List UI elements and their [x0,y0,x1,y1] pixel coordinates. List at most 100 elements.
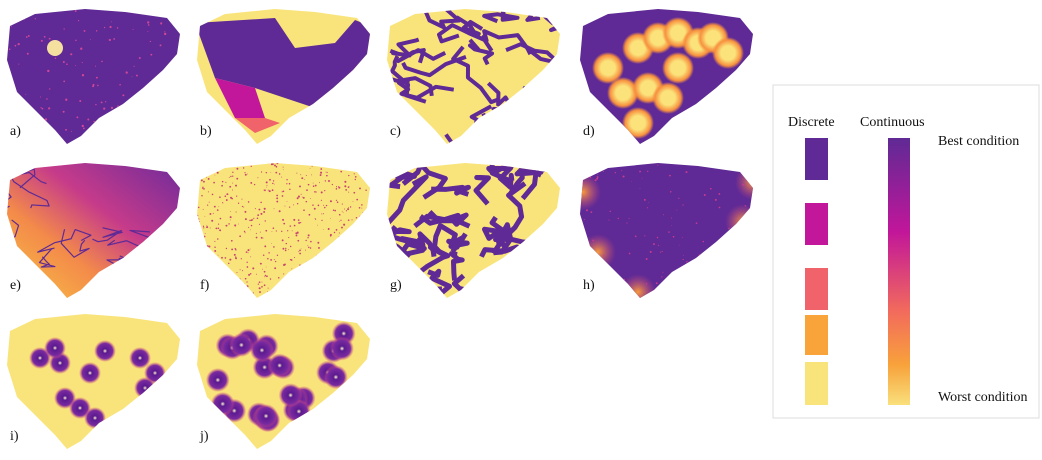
speck [315,218,316,219]
speck [740,230,742,232]
speck [207,204,208,205]
speck [113,140,115,142]
speck [618,218,619,219]
speck [722,282,724,284]
speck [342,281,343,282]
speck [369,297,371,299]
speck [276,195,278,197]
speck [683,255,684,256]
speck [359,242,361,244]
speck [623,279,625,281]
speck [209,202,210,203]
speck [583,182,584,183]
speck [671,217,672,218]
speck [225,296,226,297]
speck [311,174,312,175]
speck [294,277,295,278]
figure: a)b)c)d)e)f)g)h)i)j) Discrete Continuous… [0,0,1042,460]
speck [229,177,230,178]
speck [266,187,267,188]
speck [300,222,301,223]
speck [327,261,328,262]
speck [242,270,243,271]
speck [671,225,672,226]
speck [268,252,269,253]
speck [266,275,268,277]
speck [61,8,62,9]
speck [363,260,365,262]
speck [330,218,331,219]
speck [214,275,215,276]
speck [610,211,611,212]
legend-label: Best condition [938,134,1019,149]
speck [303,163,305,165]
speck [291,268,292,269]
speck [290,246,291,247]
speck [220,279,221,280]
speck [358,227,360,229]
speck [258,283,259,284]
speck [678,198,679,199]
speck [117,105,119,107]
speck [27,53,29,55]
speck [259,287,261,289]
map [565,161,771,310]
speck [315,185,317,187]
speck [26,17,27,18]
speck [316,268,317,269]
speck [224,275,226,277]
speck [262,282,263,283]
speck [263,238,264,239]
speck [351,288,353,290]
speck [372,192,374,194]
speck [278,277,280,279]
speck [41,40,43,42]
speck [166,126,167,127]
speck [297,233,298,234]
speck [299,264,300,265]
speck [245,174,247,176]
speck [226,272,227,273]
speck [235,277,236,278]
speck [317,242,319,244]
panel-label: j) [199,429,209,444]
speck [345,259,347,261]
speck [320,163,321,164]
road [548,245,567,267]
speck [257,214,259,216]
map-panel: h) [565,161,771,310]
speck [250,229,251,230]
speck [276,296,278,298]
speck [203,209,204,210]
speck [345,295,346,296]
speck [327,172,328,173]
speck [206,176,207,177]
map-panel: g) [383,156,585,312]
speck [595,179,597,181]
speck [231,198,233,200]
speck [46,98,47,99]
speck [64,28,65,29]
speck [307,164,308,165]
ring [134,377,156,399]
speck [245,278,247,280]
speck [283,288,285,290]
speck [168,114,170,116]
speck [613,291,614,292]
speck [40,97,41,98]
speck [40,107,41,108]
speck [236,168,238,170]
speck [338,186,339,187]
speck [341,227,343,229]
speck [195,294,197,296]
speck [245,218,247,220]
speck [603,162,605,164]
speck [269,179,271,181]
speck [104,27,105,28]
legend: Discrete Continuous Best condition Worst… [773,85,1039,418]
speck [164,33,166,35]
speck [365,295,367,297]
speck [589,176,591,178]
panel-label: i) [10,429,19,444]
speck [336,188,338,190]
